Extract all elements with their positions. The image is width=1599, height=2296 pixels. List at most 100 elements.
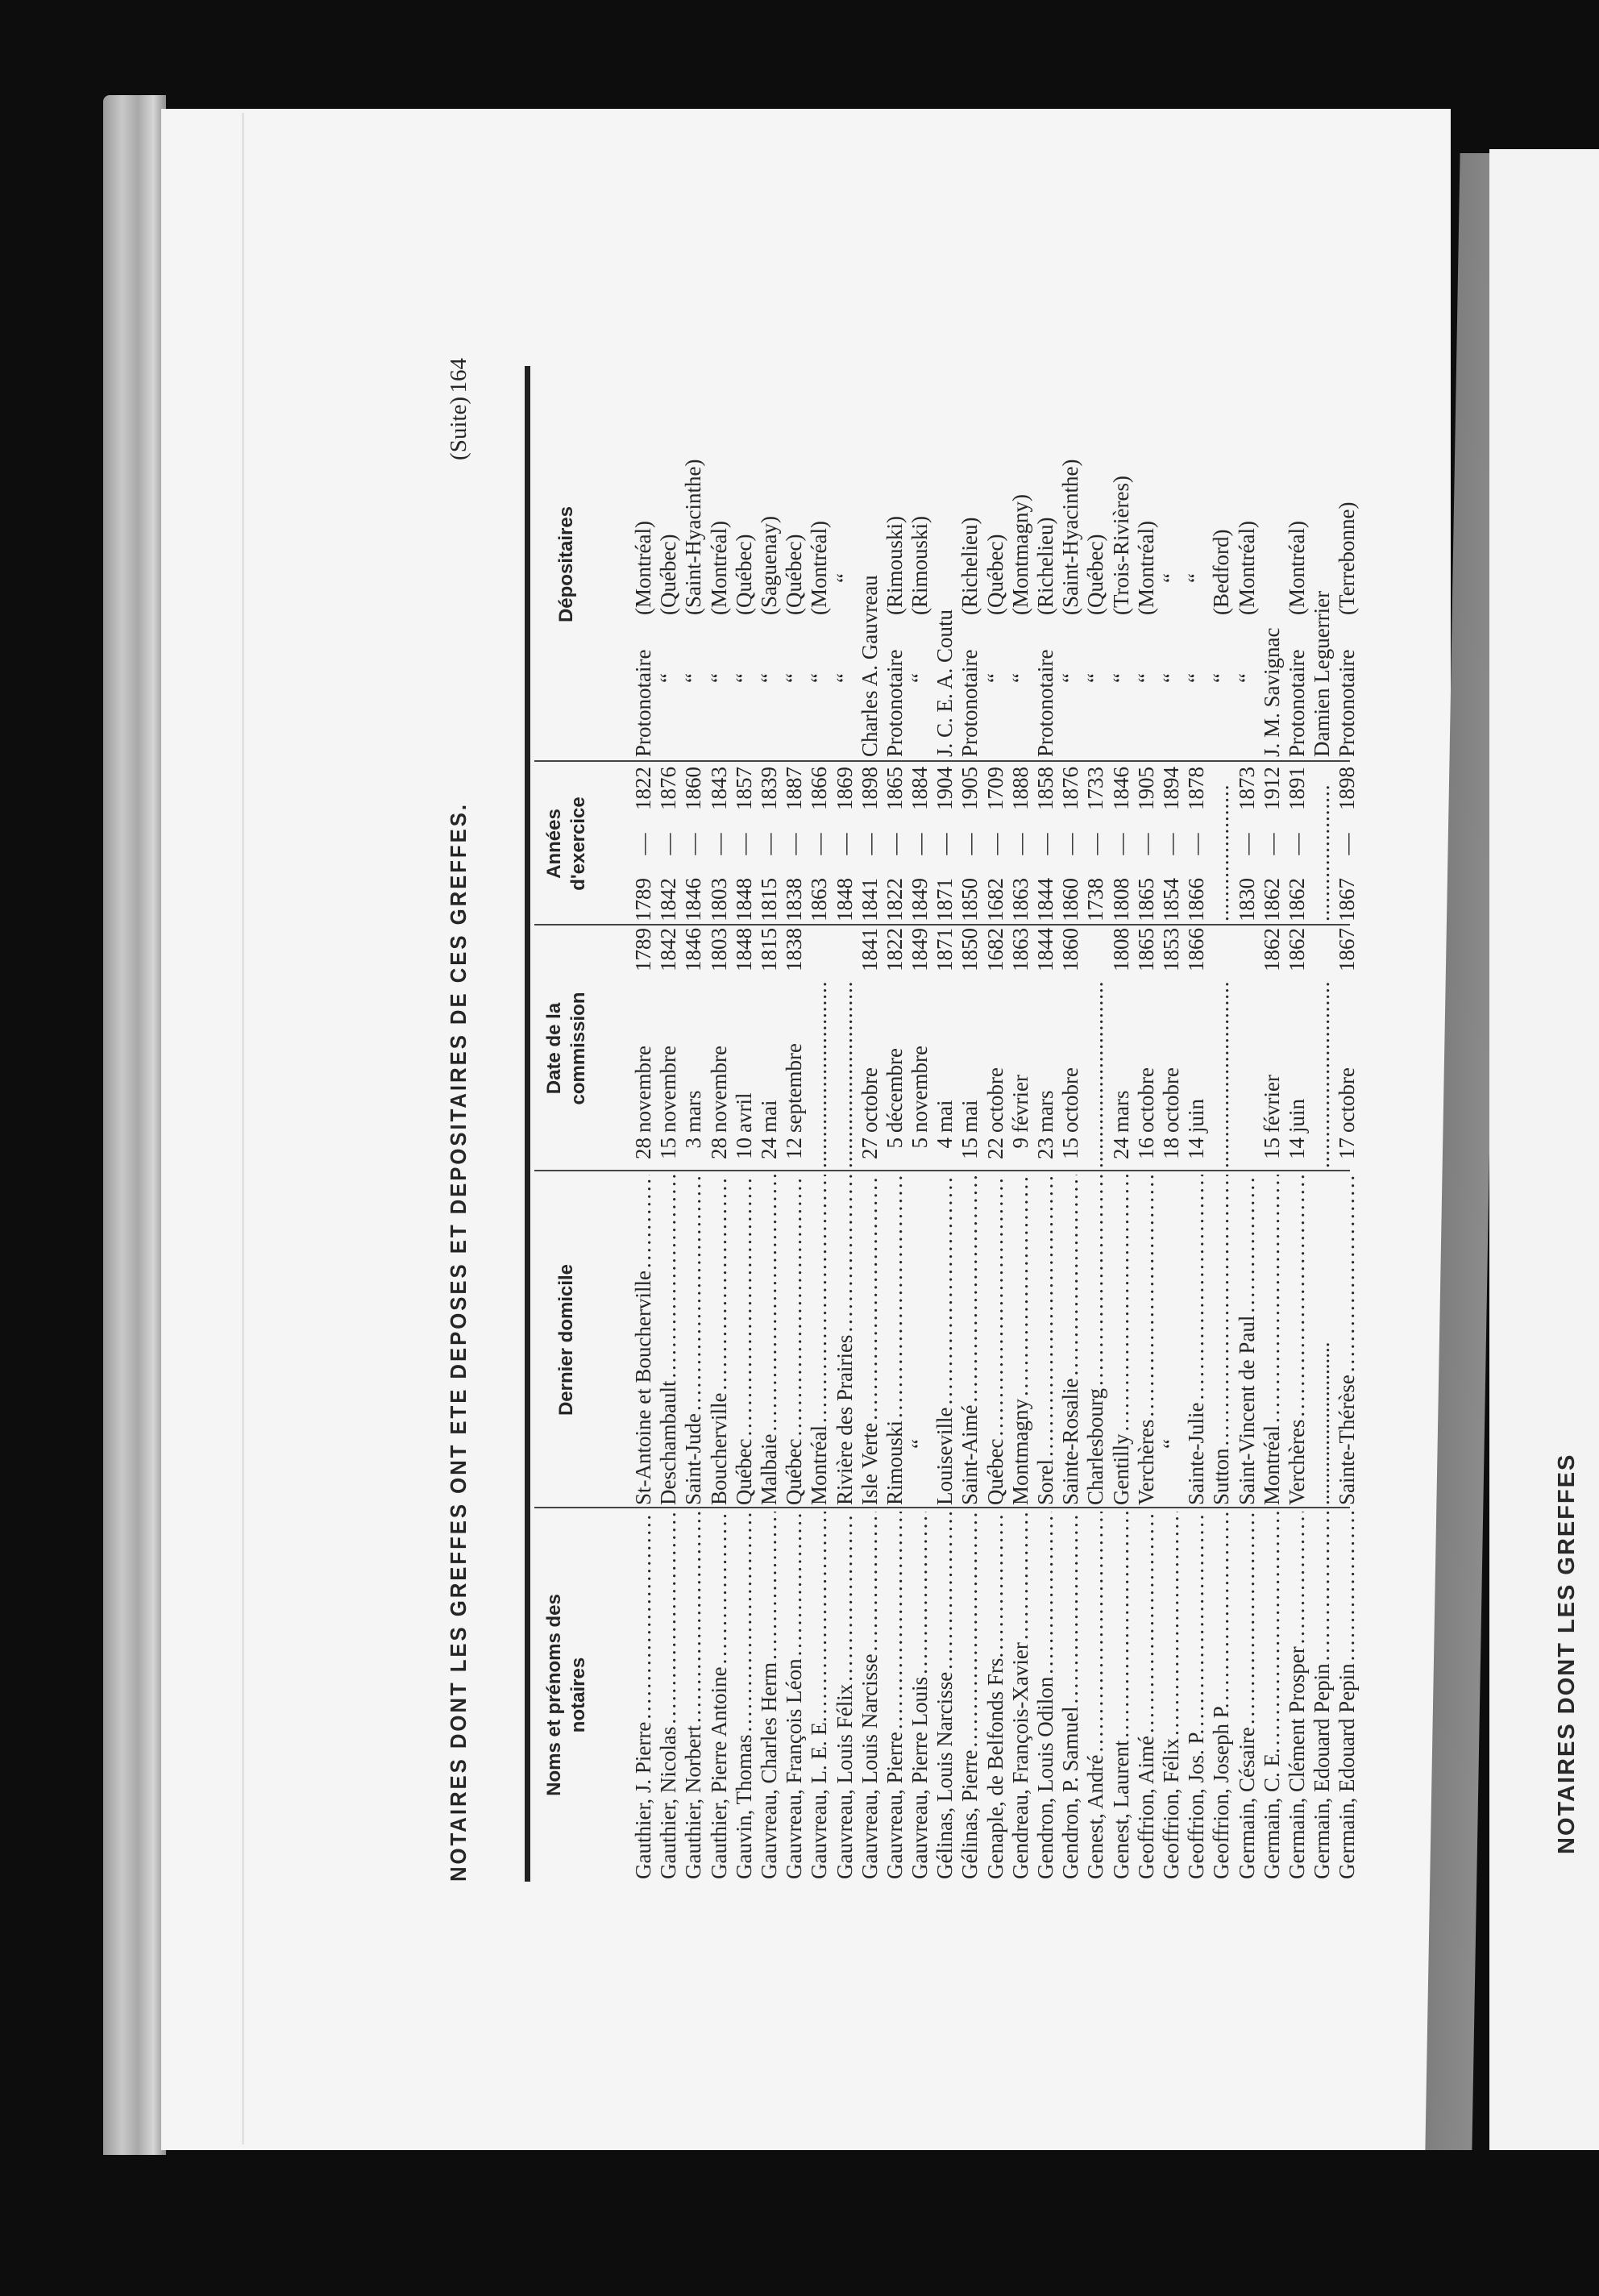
- depositaire-cell: “ (Rimouski): [907, 362, 932, 757]
- notary-name: Gélinas, Louis Narcisse: [932, 1671, 957, 1879]
- depositaire: Protonotaire: [957, 649, 982, 757]
- depositaire: “: [1058, 673, 1083, 683]
- book-page: [161, 109, 1451, 2150]
- date-month: novembre: [907, 1046, 932, 1133]
- dot-leader: [883, 1512, 907, 1729]
- year-end: 1822: [631, 767, 655, 810]
- notary-name: Geoffrion, Jos. P.: [1184, 1728, 1209, 1879]
- depositaire-district: (Québec): [1083, 534, 1108, 615]
- header-text: notaires: [567, 1657, 589, 1733]
- date-day: [1235, 1138, 1260, 1168]
- domicile: Montréal: [807, 1425, 832, 1505]
- date-day: 18: [1158, 1138, 1183, 1159]
- year-start: 1854: [1158, 878, 1183, 921]
- date-month: octobre: [1158, 1067, 1183, 1133]
- years-cell: 1848 — 1857: [732, 763, 757, 921]
- depositaire-cell: Protonotaire (Montréal): [1285, 362, 1310, 757]
- commission-date-cell: 15 novembre 1842: [656, 928, 681, 1168]
- year-end: 1876: [656, 767, 681, 810]
- notary-name: Gauthier, Nicolas: [656, 1726, 681, 1879]
- domicile: Sutton: [1209, 1448, 1234, 1505]
- commission-date-cell: 16 octobre 1865: [1134, 928, 1159, 1168]
- date-month: novembre: [631, 1046, 655, 1133]
- commission-date-cell: 28 novembre 1789: [631, 928, 656, 1168]
- commission-date-cell: 15 octobre 1860: [1058, 928, 1083, 1168]
- year-separator: —: [882, 833, 907, 855]
- dot-leader: [631, 1512, 656, 1720]
- header-text: d'exercice: [567, 797, 589, 891]
- year-end: 1857: [731, 767, 756, 810]
- dot-leader: [1008, 1512, 1033, 1640]
- depositaire-cell: “ (Montmagny): [1008, 362, 1033, 757]
- commission-date-cell: 18 octobre 1853: [1159, 928, 1184, 1168]
- table-row: Germain, C. E. Montréal 15 février 1862 1862 —…: [1260, 359, 1285, 1890]
- dot-leader: [1285, 1512, 1310, 1644]
- date-day: 10: [731, 1138, 756, 1159]
- date-year: 1803: [706, 928, 731, 971]
- notary-name-cell: Genest, André: [1083, 1512, 1108, 1879]
- domicile-cell: Sainte-Thérèse: [1335, 1175, 1360, 1505]
- year-separator: —: [957, 833, 982, 855]
- notary-name-cell: Germain, Césaire: [1235, 1512, 1260, 1879]
- dot-leader: [1109, 1175, 1134, 1432]
- date-day: 3: [681, 1138, 706, 1149]
- depositaire-district: (Saint-Hyacinthe): [681, 459, 706, 615]
- depositaire: “: [1108, 673, 1133, 683]
- depositaire-cell: Protonotaire (Terrebonne): [1335, 362, 1360, 757]
- depositaire-cell: “ (Saint-Hyacinthe): [681, 362, 706, 757]
- year-start: 1789: [631, 878, 655, 921]
- table-row: Gauvreau, François Léon Québec 12 septembre…: [782, 359, 807, 1890]
- years-cell: 1822 — 1865: [883, 763, 907, 921]
- year-start: 1841: [857, 878, 882, 921]
- header-years: Années d'exercice: [542, 762, 623, 925]
- domicile-cell: Louiseville: [932, 1175, 957, 1505]
- date-month: octobre: [857, 1067, 882, 1133]
- date-month: octobre: [1133, 1067, 1158, 1133]
- year-separator: —: [631, 833, 655, 855]
- years-cell: ......................: [1209, 763, 1234, 922]
- domicile: Sainte-Thérèse: [1335, 1375, 1360, 1505]
- years-cell: 1803 — 1843: [707, 763, 732, 921]
- table-row: Geoffrion, Félix “ 18 octobre 1853 1854 — 1894 “…: [1159, 359, 1184, 1890]
- notary-name: Germain, Edouard Pepin: [1310, 1663, 1335, 1879]
- depositaire: Charles A. Gauvreau: [857, 575, 882, 757]
- notary-name: Gauvreau, L. E. E.: [807, 1716, 832, 1879]
- date-dots: ..............................: [1209, 980, 1234, 1169]
- depositaire-district: (Terrebonne): [1335, 501, 1360, 615]
- notary-name-cell: Gauthier, Pierre Antoine: [707, 1512, 732, 1879]
- years-cell: 1863 — 1866: [807, 763, 832, 921]
- commission-date-cell: 15 mai 1850: [957, 928, 982, 1168]
- year-separator: —: [1184, 833, 1209, 855]
- dot-leader: [1134, 1512, 1159, 1733]
- depositaire-cell: Protonotaire (Montréal): [631, 362, 656, 757]
- date-month: avril: [731, 1092, 756, 1133]
- dot-leader: [858, 1512, 883, 1651]
- notary-name: Gauthier, Norbert: [681, 1725, 706, 1879]
- depositaire: “: [706, 673, 731, 683]
- table-row: Gauthier, NorbertSaint-Jude3mars18461846…: [681, 359, 706, 1890]
- year-start: 1862: [1259, 878, 1284, 921]
- dot-leader: [757, 1175, 782, 1432]
- depositaire-district: “: [1184, 573, 1209, 583]
- depositaire-district: (Saint-Hyacinthe): [1058, 459, 1083, 615]
- depositaire-district: (Québec): [982, 534, 1007, 615]
- year-separator: —: [731, 833, 756, 855]
- notary-name-cell: Germain, Edouard Pepin: [1335, 1512, 1360, 1879]
- commission-date-cell: 5 novembre 1849: [907, 928, 932, 1168]
- year-start: 1803: [706, 878, 731, 921]
- depositaire-cell: J. C. E. A. Coutu: [932, 362, 957, 757]
- date-year: 1865: [1133, 928, 1158, 971]
- date-year: 1871: [932, 928, 957, 971]
- year-start: 1863: [1007, 878, 1032, 921]
- date-day: 28: [631, 1138, 655, 1159]
- dot-leader: [1285, 1175, 1310, 1417]
- page-fold-line: [242, 113, 244, 2144]
- notary-name-cell: Gendreau, François-Xavier: [1008, 1512, 1033, 1879]
- date-month: septembre: [782, 1043, 807, 1133]
- year-end: 1873: [1234, 767, 1259, 810]
- date-year: 1815: [756, 928, 781, 971]
- book-page-edges: [103, 95, 166, 2155]
- depositaire: “: [1083, 673, 1108, 683]
- header-domicile: Dernier domicile: [542, 1171, 635, 1508]
- domicile: Verchères: [1133, 1419, 1158, 1505]
